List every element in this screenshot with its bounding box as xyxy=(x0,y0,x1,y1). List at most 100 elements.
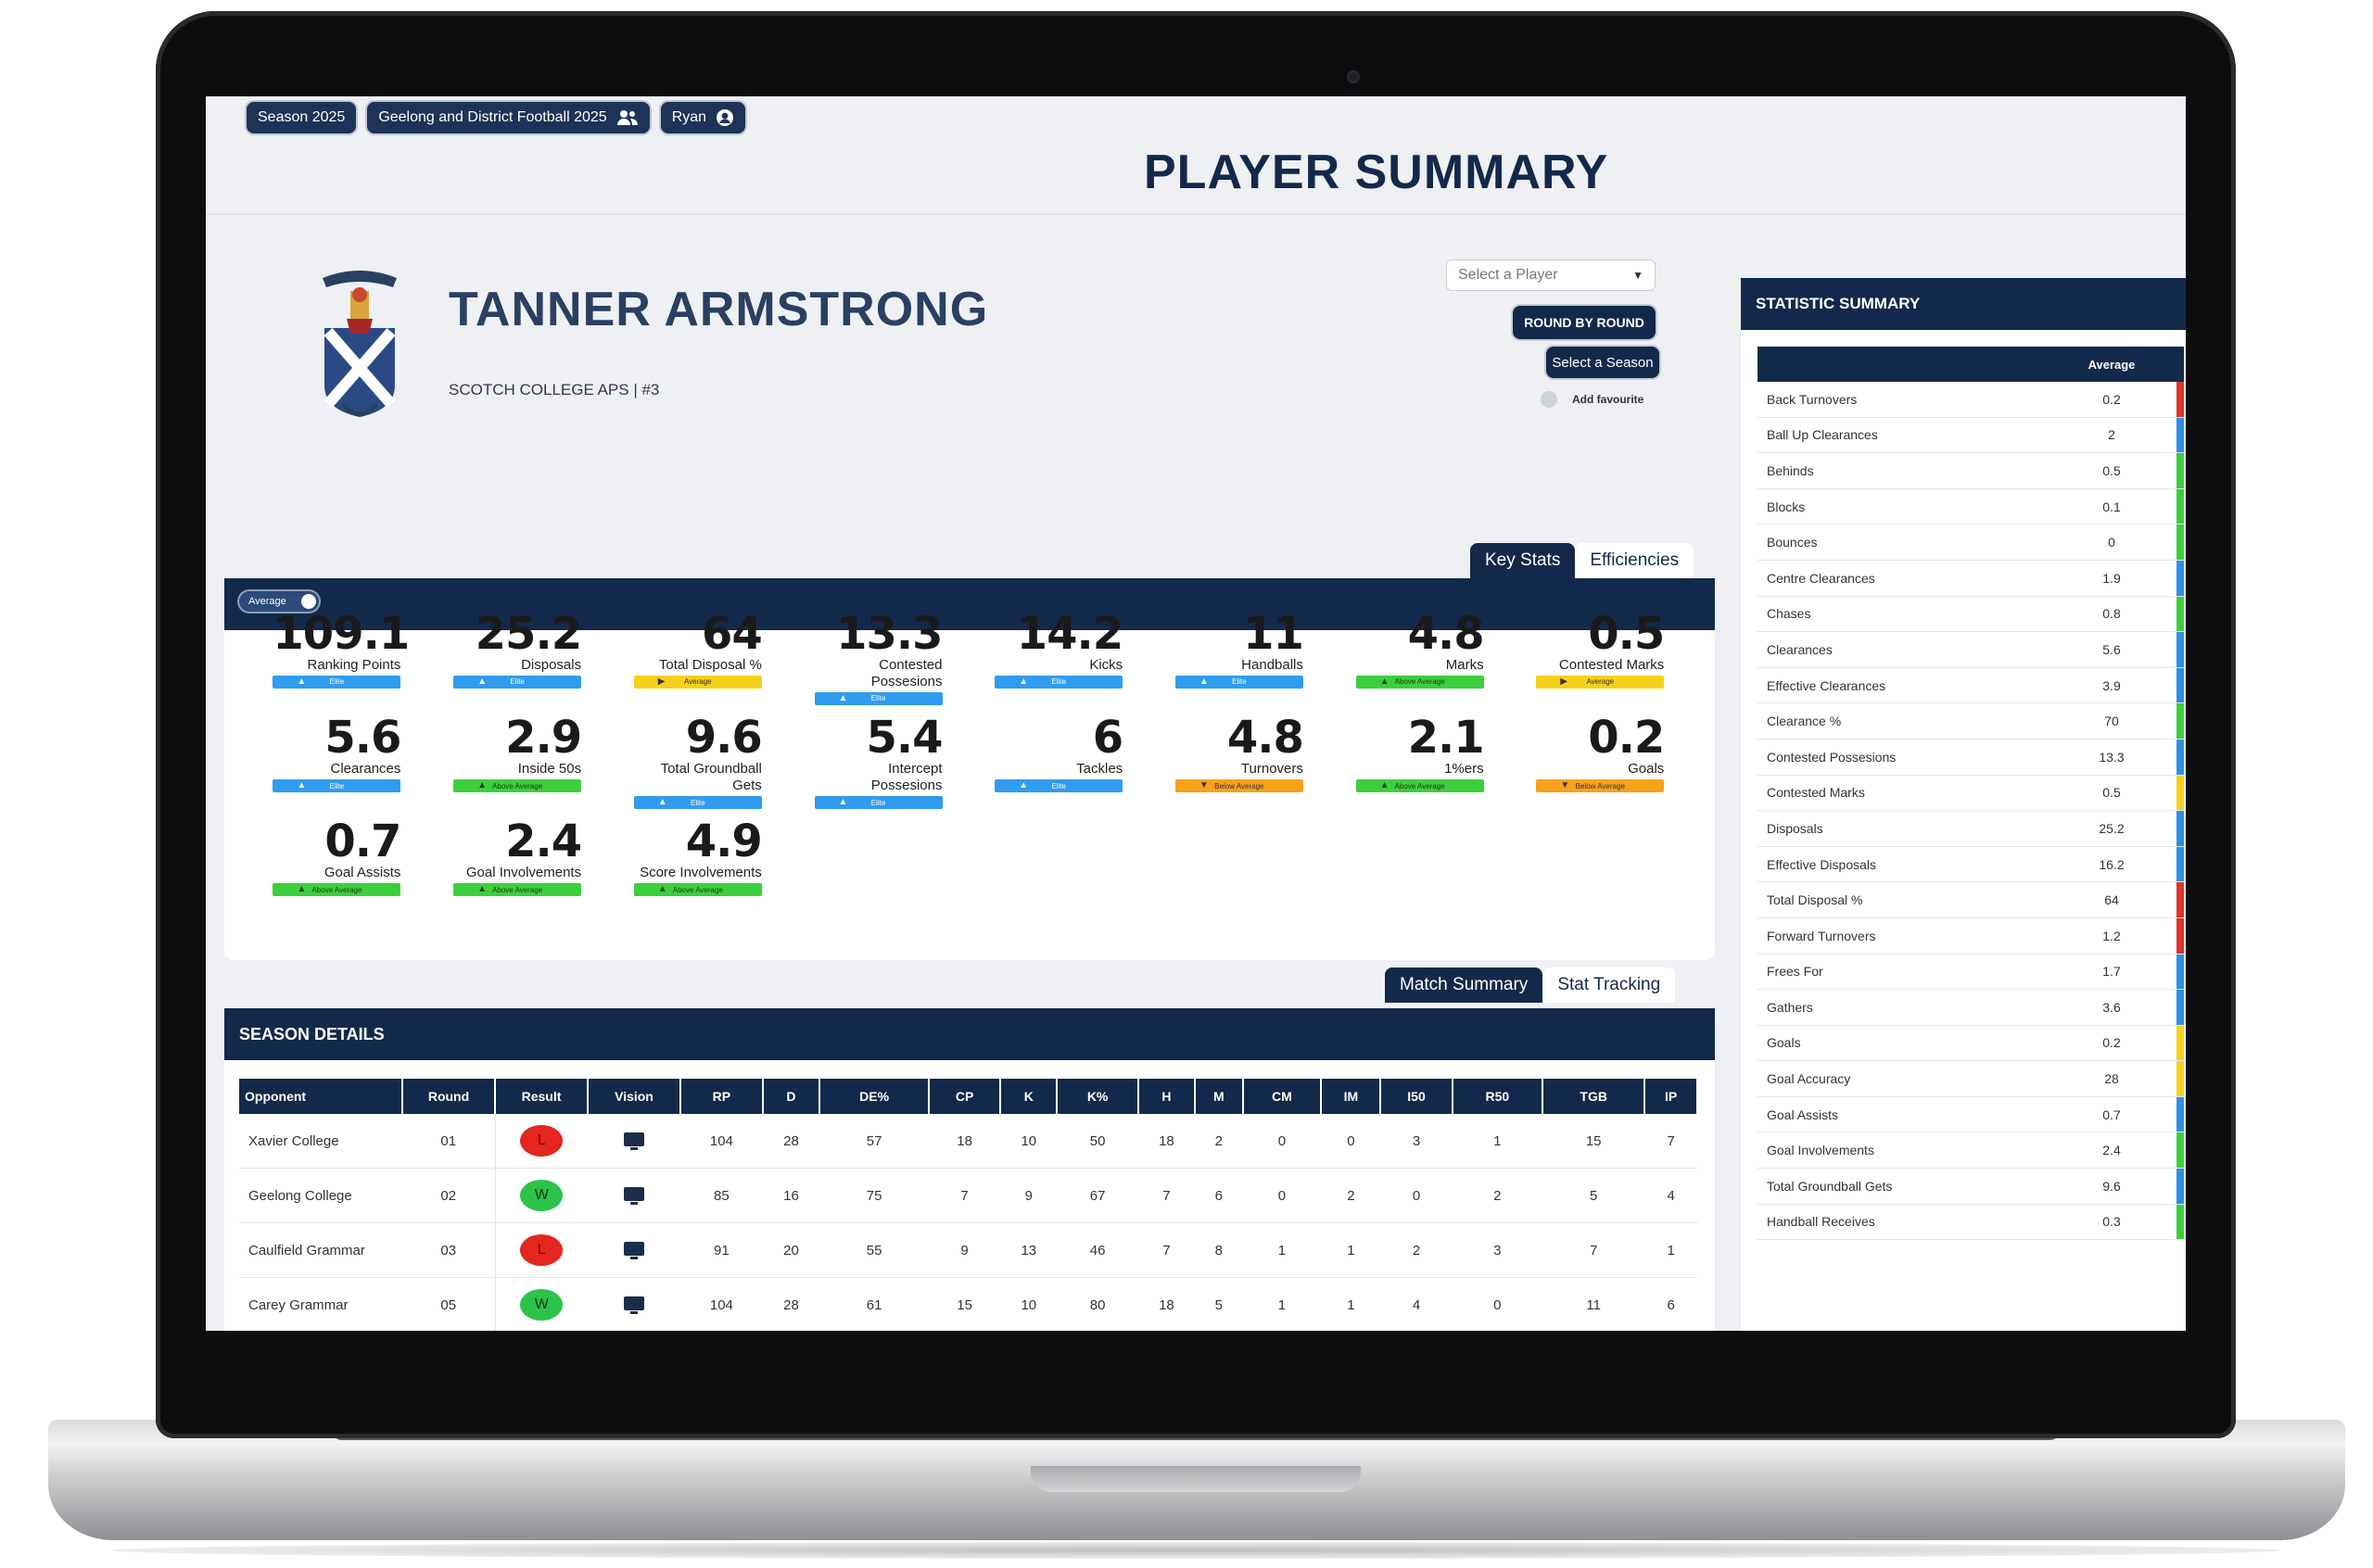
tab-stat-tracking[interactable]: Stat Tracking xyxy=(1542,967,1676,1003)
column-header[interactable]: R50 xyxy=(1452,1079,1544,1114)
statistic-summary-title: STATISTIC SUMMARY xyxy=(1741,278,2186,330)
stat-color-marker xyxy=(2176,560,2184,597)
league-pill[interactable]: Geelong and District Football 2025 xyxy=(367,102,650,133)
rating-bar: ▲ Above Average xyxy=(453,883,582,897)
user-pill[interactable]: Ryan xyxy=(660,102,746,133)
stat-average: 0.3 xyxy=(2047,1204,2176,1241)
stat-name: Frees For xyxy=(1758,954,2047,991)
rating-bar: ▲ Elite xyxy=(995,675,1123,689)
vision-cell[interactable] xyxy=(588,1168,680,1223)
stat-name: Bounces xyxy=(1758,524,2047,561)
average-toggle[interactable]: Average xyxy=(239,591,319,612)
stat-cell: 0 xyxy=(1380,1168,1453,1223)
tab-efficiencies[interactable]: Efficiencies xyxy=(1575,543,1694,578)
column-header[interactable]: CP xyxy=(929,1079,1002,1114)
stat-label: Goals xyxy=(1628,761,1665,777)
stat-name: Goal Involvements xyxy=(1758,1132,2047,1170)
stat-label: Goal Involvements xyxy=(465,865,582,881)
monitor-icon[interactable] xyxy=(624,1132,644,1150)
stat-cell: 50 xyxy=(1057,1114,1138,1169)
stat-name: Contested Marks xyxy=(1758,775,2047,812)
stat-cell: 5 xyxy=(1195,1277,1243,1331)
table-body: Back Turnovers 0.2 Ball Up Clearances 2 Behi… xyxy=(1758,382,2184,1241)
table-row[interactable]: Geelong College 02 W 85 16 75 7 9 67 7 6 0 2 0 2 5 4 xyxy=(239,1168,1697,1223)
select-season-button[interactable]: Select a Season xyxy=(1546,347,1659,378)
rating-label: Below Average xyxy=(1575,781,1625,790)
column-header[interactable]: Round xyxy=(402,1079,496,1114)
column-header[interactable]: M xyxy=(1195,1079,1244,1114)
player-select[interactable]: Select a Player ▼ xyxy=(1446,259,1656,291)
column-header[interactable]: Result xyxy=(495,1079,589,1114)
stat-cell: 104 xyxy=(680,1277,763,1331)
add-favourite-toggle[interactable]: Add favourite xyxy=(1541,391,1643,408)
monitor-icon[interactable] xyxy=(624,1241,644,1259)
tab-match-summary[interactable]: Match Summary xyxy=(1385,967,1543,1003)
stat-value: 2.4 xyxy=(505,816,582,868)
stat-value: 109.1 xyxy=(273,607,410,660)
summary-row: Ball Up Clearances 2 xyxy=(1758,417,2184,454)
stat-tile: 5.4 Intercept Possesions ▲ Elite xyxy=(814,714,944,809)
stat-name: Effective Clearances xyxy=(1758,667,2047,704)
stat-cell: 28 xyxy=(762,1277,820,1331)
stat-tile: 109.1 Ranking Points ▲ Elite xyxy=(273,607,410,689)
stat-label: Contested Possesions xyxy=(870,656,943,689)
stat-cell: 2 xyxy=(1452,1168,1543,1223)
stat-cell: 61 xyxy=(819,1277,930,1331)
table-row[interactable]: Xavier College 01 L 104 28 57 18 10 50 18 2 0 0 3 1 15 7 xyxy=(239,1114,1697,1169)
column-header[interactable]: I50 xyxy=(1380,1079,1453,1114)
stat-average: 0.7 xyxy=(2047,1096,2176,1133)
column-header[interactable]: Vision xyxy=(588,1079,681,1114)
toggle-knob[interactable] xyxy=(1541,391,1557,408)
column-header[interactable]: IP xyxy=(1644,1079,1698,1114)
tab-key-stats[interactable]: Key Stats xyxy=(1470,543,1576,578)
monitor-icon[interactable] xyxy=(624,1296,644,1314)
stat-average: 1.2 xyxy=(2047,917,2176,955)
summary-row: Blocks 0.1 xyxy=(1758,488,2184,525)
column-header[interactable]: TGB xyxy=(1542,1079,1646,1114)
rating-bar: ▶ Average xyxy=(1536,675,1665,689)
stat-average: 28 xyxy=(2047,1060,2176,1097)
rating-label: Elite xyxy=(691,798,705,807)
column-header[interactable]: CM xyxy=(1242,1079,1323,1114)
arrow-up-icon: ▲ xyxy=(477,676,487,687)
stat-tile: 0.2 Goals ▼ Below Average xyxy=(1536,712,1665,792)
stat-color-marker xyxy=(2176,488,2184,525)
camera-icon xyxy=(1347,70,1360,83)
stat-tile: 13.3 Contested Possesions ▲ Elite xyxy=(814,611,944,705)
rating-label: Above Average xyxy=(311,885,362,894)
column-header[interactable]: K% xyxy=(1057,1079,1139,1114)
column-header[interactable]: RP xyxy=(680,1079,764,1114)
column-header[interactable]: K xyxy=(1000,1079,1059,1114)
column-header[interactable]: DE% xyxy=(819,1079,931,1114)
stat-cell: 7 xyxy=(1644,1114,1697,1169)
round-by-round-button[interactable]: ROUND BY ROUND xyxy=(1513,306,1656,339)
column-header[interactable]: D xyxy=(762,1079,821,1114)
arrow-up-icon: ▲ xyxy=(1019,780,1029,790)
column-header[interactable]: Opponent xyxy=(239,1079,403,1114)
stat-cell: 11 xyxy=(1542,1277,1645,1331)
vision-cell[interactable] xyxy=(588,1222,680,1278)
table-row[interactable]: Carey Grammar 05 W 104 28 61 15 10 80 18 5 1 1 4 0 11 6 xyxy=(239,1277,1697,1331)
rating-label: Average xyxy=(683,677,712,687)
chevron-down-icon: ▼ xyxy=(1632,269,1643,282)
stat-color-marker xyxy=(2176,1060,2184,1097)
column-header[interactable]: H xyxy=(1137,1079,1197,1114)
stat-average: 0.8 xyxy=(2047,596,2176,633)
monitor-icon[interactable] xyxy=(624,1186,644,1205)
opponent-cell: Carey Grammar xyxy=(239,1277,402,1331)
vision-cell[interactable] xyxy=(588,1114,680,1169)
player-select-label: Select a Player xyxy=(1458,267,1558,283)
stat-value: 0.2 xyxy=(1588,712,1665,764)
season-pill[interactable]: Season 2025 xyxy=(247,102,357,133)
stat-cell: 67 xyxy=(1057,1168,1138,1223)
vision-cell[interactable] xyxy=(588,1277,680,1331)
user-label: Ryan xyxy=(671,109,707,125)
column-header[interactable]: IM xyxy=(1321,1079,1382,1114)
stat-cell: 9 xyxy=(929,1222,1001,1278)
arrow-up-icon: ▲ xyxy=(1199,676,1209,687)
stat-average: 16.2 xyxy=(2047,846,2176,883)
stat-label: Marks xyxy=(1445,656,1484,673)
summary-row: Contested Possesions 13.3 xyxy=(1758,739,2184,776)
stat-cell: 9 xyxy=(1000,1168,1058,1223)
table-row[interactable]: Caulfield Grammar 03 L 91 20 55 9 13 46 7 8 1 1 2 3 7 1 xyxy=(239,1222,1697,1278)
